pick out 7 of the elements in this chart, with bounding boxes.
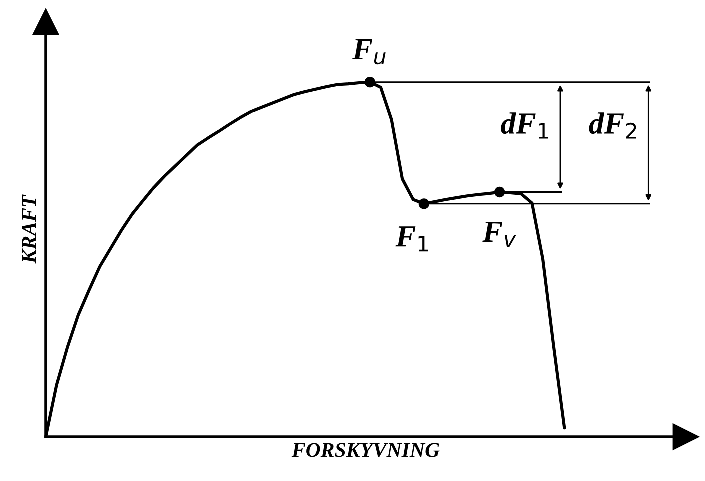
annotation: F$_{v}$ xyxy=(482,222,516,248)
x-axis-title: FORSKYVNING xyxy=(292,443,440,458)
y-axis-title: KRAFT xyxy=(22,194,36,264)
text: dF$_{2}$ xyxy=(589,112,636,139)
text: F$_{u}$ xyxy=(352,39,386,65)
annotation: F$_{1}$ xyxy=(396,226,428,252)
annotation: dF$_{1}$ xyxy=(501,112,548,139)
